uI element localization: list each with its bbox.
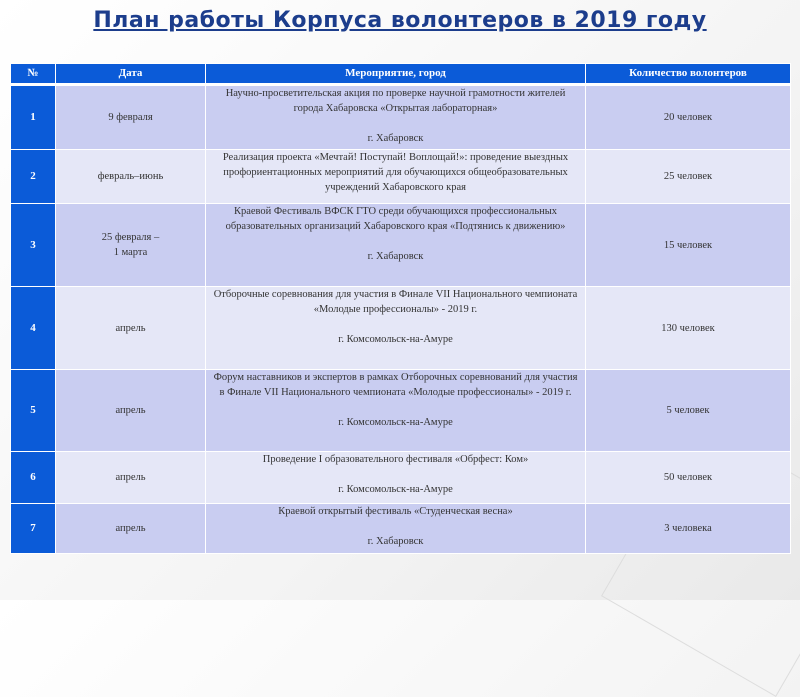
row-number: 7 <box>10 503 56 554</box>
table-row: 4 апрель Отборочные соревнования для участ… <box>10 286 791 370</box>
row-number: 4 <box>10 286 56 370</box>
row-event: Краевой Фестиваль ВФСК ГТО среди обучающ… <box>205 203 586 287</box>
row-date: 9 февраля <box>55 84 206 150</box>
row-date: апрель <box>55 503 206 554</box>
row-volunteers: 20 человек <box>585 84 791 150</box>
row-volunteers: 5 человек <box>585 369 791 452</box>
header-volunteers: Количество волонтеров <box>585 63 791 86</box>
row-event: Отборочные соревнования для участия в Фи… <box>205 286 586 370</box>
page-title: План работы Корпуса волонтеров в 2019 го… <box>93 8 707 33</box>
row-number: 3 <box>10 203 56 287</box>
row-number: 1 <box>10 84 56 150</box>
table-row: 3 25 февраля – 1 марта Краевой Фестиваль В… <box>10 203 791 287</box>
row-date: апрель <box>55 451 206 504</box>
table-header-row: № Дата Мероприятие, город Количество вол… <box>10 63 791 86</box>
row-volunteers: 130 человек <box>585 286 791 370</box>
row-volunteers: 50 человек <box>585 451 791 504</box>
table-row: 2 февраль–июнь Реализация проекта «Мечтай!… <box>10 149 791 204</box>
header-date: Дата <box>55 63 206 86</box>
row-number: 5 <box>10 369 56 452</box>
table-row: 6 апрель Проведение I образовательного фес… <box>10 451 791 504</box>
table-row: 5 апрель Форум наставников и экспертов в р… <box>10 369 791 452</box>
row-event: Реализация проекта «Мечтай! Поступай! Во… <box>205 149 586 204</box>
volunteer-plan-table: № Дата Мероприятие, город Количество вол… <box>10 63 791 554</box>
row-volunteers: 25 человек <box>585 149 791 204</box>
row-date: 25 февраля – 1 марта <box>55 203 206 287</box>
row-volunteers: 3 человека <box>585 503 791 554</box>
row-date: февраль–июнь <box>55 149 206 204</box>
row-event: Проведение I образовательного фестиваля … <box>205 451 586 504</box>
table-row: 7 апрель Краевой открытый фестиваль «Студе… <box>10 503 791 554</box>
row-date: апрель <box>55 369 206 452</box>
row-event: Форум наставников и экспертов в рамках О… <box>205 369 586 452</box>
row-event: Краевой открытый фестиваль «Студенческая… <box>205 503 586 554</box>
row-event: Научно-просветительская акция по проверк… <box>205 84 586 150</box>
row-number: 2 <box>10 149 56 204</box>
row-volunteers: 15 человек <box>585 203 791 287</box>
row-number: 6 <box>10 451 56 504</box>
header-event: Мероприятие, город <box>205 63 586 86</box>
header-number: № <box>10 63 56 86</box>
row-date: апрель <box>55 286 206 370</box>
